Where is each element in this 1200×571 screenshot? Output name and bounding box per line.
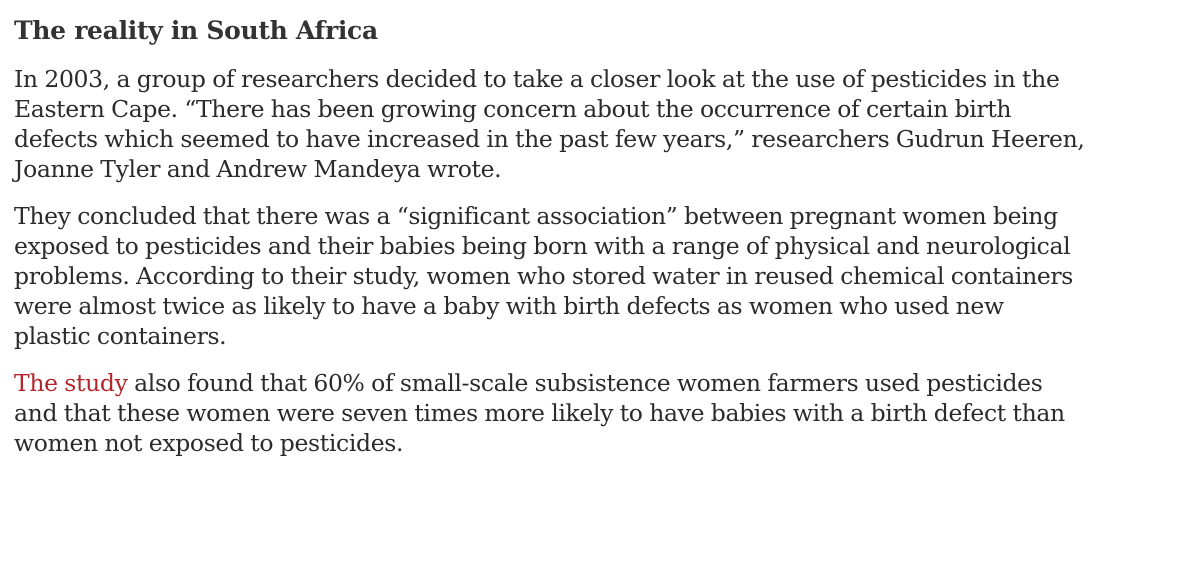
- article-body: The reality in South Africa In 2003, a g…: [14, 14, 1194, 475]
- paragraph-1: In 2003, a group of researchers decided …: [14, 64, 1194, 184]
- study-link[interactable]: The study: [14, 369, 128, 397]
- paragraph-3: The study also found that 60% of small-s…: [14, 368, 1194, 458]
- paragraph-line: Eastern Cape. “There has been growing co…: [14, 95, 1012, 123]
- paragraph-line: were almost twice as likely to have a ba…: [14, 292, 1004, 320]
- paragraph-line: plastic containers.: [14, 322, 227, 350]
- paragraph-line: They concluded that there was a “signifi…: [14, 202, 1058, 230]
- paragraph-line: problems. According to their study, wome…: [14, 262, 1074, 290]
- paragraph-line: The study also found that 60% of small-s…: [14, 368, 1194, 398]
- paragraph-2: They concluded that there was a “signifi…: [14, 201, 1194, 351]
- paragraph-line: Joanne Tyler and Andrew Mandeya wrote.: [14, 155, 502, 183]
- paragraph-line: exposed to pesticides and their babies b…: [14, 232, 1071, 260]
- section-heading: The reality in South Africa: [14, 16, 378, 45]
- paragraph-line: and that these women were seven times mo…: [14, 399, 1065, 427]
- paragraph-text: also found that 60% of small-scale subsi…: [127, 369, 1043, 397]
- paragraph-line: In 2003, a group of researchers decided …: [14, 65, 1060, 93]
- paragraph-line: women not exposed to pesticides.: [14, 429, 404, 457]
- paragraph-line: defects which seemed to have increased i…: [14, 125, 1085, 153]
